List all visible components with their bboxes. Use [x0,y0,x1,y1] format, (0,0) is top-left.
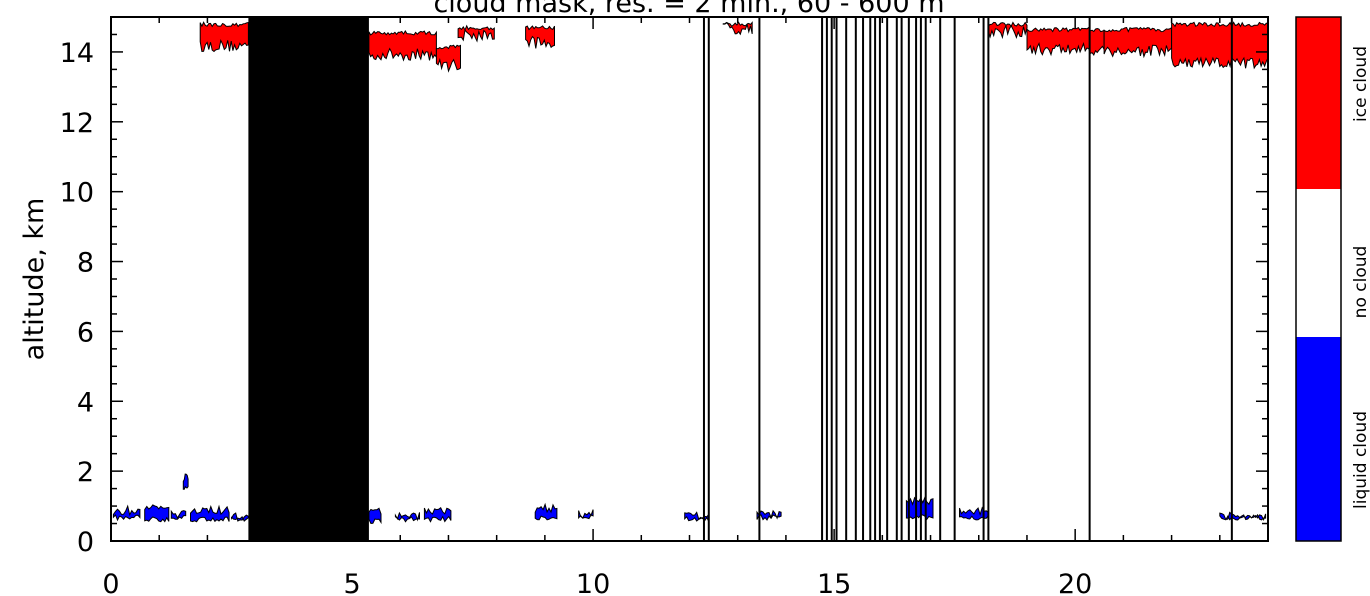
ice-cloud-region [435,44,461,73]
ice-cloud-region [1171,21,1268,70]
y-tick-labels: 0 2 4 6 8 10 12 14 [60,38,94,558]
ice-cloud-region [457,24,495,43]
liquid-cloud-region [394,511,420,523]
x-tick-labels: 0 5 10 15 20 [102,569,1092,596]
no-data-region [248,17,369,541]
liquid-cloud-region [534,502,558,521]
ice-cloud-region [987,21,1028,40]
x-tick-label: 0 [102,569,119,596]
y-axis-label: altitude, km [19,198,50,361]
x-tick-label: 5 [343,569,360,596]
colorbar-no-cloud [1296,189,1341,337]
ice-cloud-region [722,21,753,36]
liquid-cloud-region [578,509,594,520]
y-tick-label: 4 [77,387,94,418]
x-tick-label: 20 [1058,569,1092,596]
y-tick-label: 8 [77,248,94,279]
ice-cloud-region [525,25,555,49]
colorbar: ice cloud no cloud liquid cloud [1295,16,1370,542]
y-tick-label: 14 [60,38,94,69]
data-layer [112,17,1268,541]
liquid-cloud-region [170,509,187,520]
chart-title: cloud mask, res. = 2 min., 60 - 600 m [433,0,944,19]
liquid-cloud-region [756,509,782,521]
liquid-cloud-region [182,473,189,490]
colorbar-label-no-cloud: no cloud [1351,246,1370,319]
liquid-cloud-region [144,504,170,523]
y-tick-label: 0 [77,527,94,558]
y-tick-label: 12 [60,108,94,139]
colorbar-liquid-cloud [1296,337,1341,541]
liquid-cloud-region [112,504,141,522]
axis-ticks [110,16,1269,542]
y-tick-label: 10 [60,178,94,209]
x-tick-label: 15 [817,569,851,596]
liquid-cloud-region [190,504,230,523]
colorbar-ice-cloud [1296,17,1341,189]
colorbar-label-liquid-cloud: liquid cloud [1351,411,1370,509]
colorbar-frame [1295,16,1342,542]
liquid-cloud-region [368,507,382,525]
x-tick-label: 10 [576,569,610,596]
liquid-cloud-region [423,507,452,523]
y-tick-label: 2 [77,457,94,488]
colorbar-label-ice-cloud: ice cloud [1351,46,1370,122]
y-tick-label: 6 [77,317,94,348]
